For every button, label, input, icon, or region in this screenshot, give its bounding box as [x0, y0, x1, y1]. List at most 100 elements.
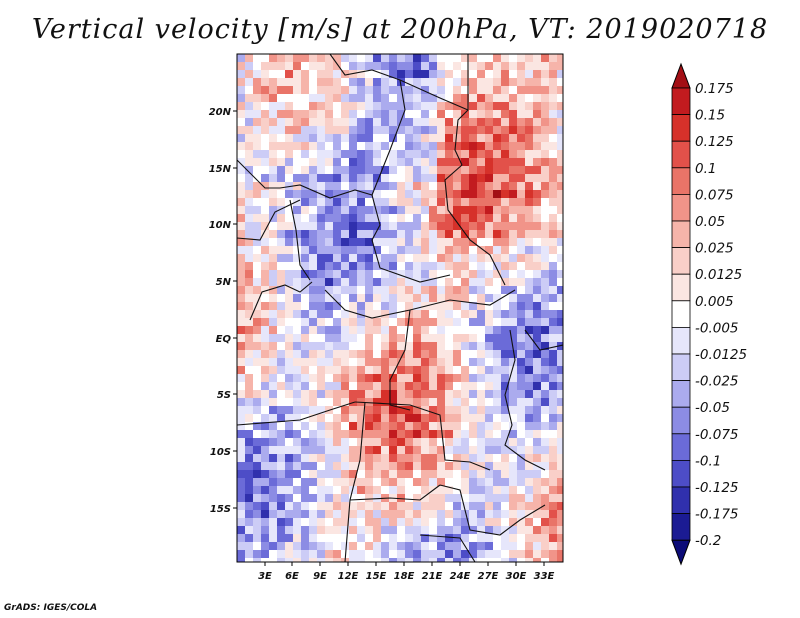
field-cell [397, 134, 406, 143]
border-line [524, 329, 563, 351]
field-cell [357, 78, 366, 87]
field-cell [357, 94, 366, 103]
field-cell [461, 126, 470, 135]
field-cell [301, 390, 310, 399]
field-cell [309, 118, 318, 127]
field-cell [445, 510, 454, 519]
field-cell [461, 214, 470, 223]
field-cell [301, 422, 310, 431]
field-cell [341, 502, 350, 511]
field-cell [341, 166, 350, 175]
field-cell [501, 414, 510, 423]
field-cell [381, 406, 390, 415]
field-cell [405, 198, 414, 207]
map-title: Vertical velocity [m/s] at 200hPa, VT: 2… [31, 14, 769, 45]
field-cell [421, 414, 430, 423]
field-cell [269, 414, 278, 423]
field-cell [445, 190, 454, 199]
field-cell [261, 62, 270, 71]
field-cell [477, 206, 486, 215]
field-cell [333, 542, 342, 551]
field-cell [245, 150, 254, 159]
colorbar-bottom-arrow [671, 539, 691, 566]
field-cell [309, 422, 318, 431]
field-cell [373, 398, 382, 407]
field-cell [445, 470, 454, 479]
field-cell [413, 238, 422, 247]
field-cell [237, 422, 246, 431]
field-cell [261, 110, 270, 119]
field-cell [557, 198, 563, 207]
field-cell [397, 358, 406, 367]
field-cell [309, 142, 318, 151]
field-cell [437, 102, 446, 111]
field-cell [525, 334, 534, 343]
field-cell [469, 342, 478, 351]
field-cell [365, 478, 374, 487]
field-cell [541, 446, 550, 455]
field-cell [397, 558, 406, 562]
field-cell [269, 406, 278, 415]
field-cell [253, 134, 262, 143]
field-cell [325, 150, 334, 159]
field-cell [309, 558, 318, 562]
field-cell [381, 94, 390, 103]
field-cell [421, 286, 430, 295]
field-cell [501, 62, 510, 71]
field-cell [341, 206, 350, 215]
field-cell [349, 270, 358, 279]
field-cell [373, 158, 382, 167]
field-cell [469, 318, 478, 327]
field-cell [469, 358, 478, 367]
field-cell [429, 454, 438, 463]
field-cell [373, 174, 382, 183]
field-cell [453, 214, 462, 223]
field-cell [421, 358, 430, 367]
field-cell [453, 414, 462, 423]
field-cell [421, 494, 430, 503]
field-cell [501, 206, 510, 215]
field-cell [493, 326, 502, 335]
field-cell [405, 558, 414, 562]
field-cell [413, 478, 422, 487]
field-cell [501, 366, 510, 375]
field-cell [525, 558, 534, 562]
field-cell [389, 358, 398, 367]
field-cell [429, 246, 438, 255]
field-cell [381, 262, 390, 271]
field-cell [245, 158, 254, 167]
field-cell [293, 494, 302, 503]
field-cell [261, 238, 270, 247]
field-cell [429, 414, 438, 423]
field-cell [429, 54, 438, 63]
field-cell [549, 534, 558, 543]
field-cell [237, 478, 246, 487]
field-cell [253, 558, 262, 562]
field-cell [325, 198, 334, 207]
field-cell [389, 542, 398, 551]
field-cell [453, 222, 462, 231]
field-cell [341, 542, 350, 551]
field-cell [533, 542, 542, 551]
field-cell [509, 110, 518, 119]
field-cell [509, 486, 518, 495]
field-cell [357, 286, 366, 295]
field-cell [549, 406, 558, 415]
field-cell [285, 86, 294, 95]
field-cell [549, 494, 558, 503]
field-cell [501, 526, 510, 535]
field-cell [557, 542, 563, 551]
field-cell [253, 526, 262, 535]
field-cell [429, 518, 438, 527]
field-cell [245, 542, 254, 551]
field-cell [421, 54, 430, 63]
field-cell [253, 198, 262, 207]
field-cell [485, 438, 494, 447]
field-cell [277, 398, 286, 407]
field-cell [301, 478, 310, 487]
field-cell [557, 454, 563, 463]
field-cell [237, 110, 246, 119]
field-cell [301, 446, 310, 455]
field-cell [301, 470, 310, 479]
field-cell [341, 406, 350, 415]
